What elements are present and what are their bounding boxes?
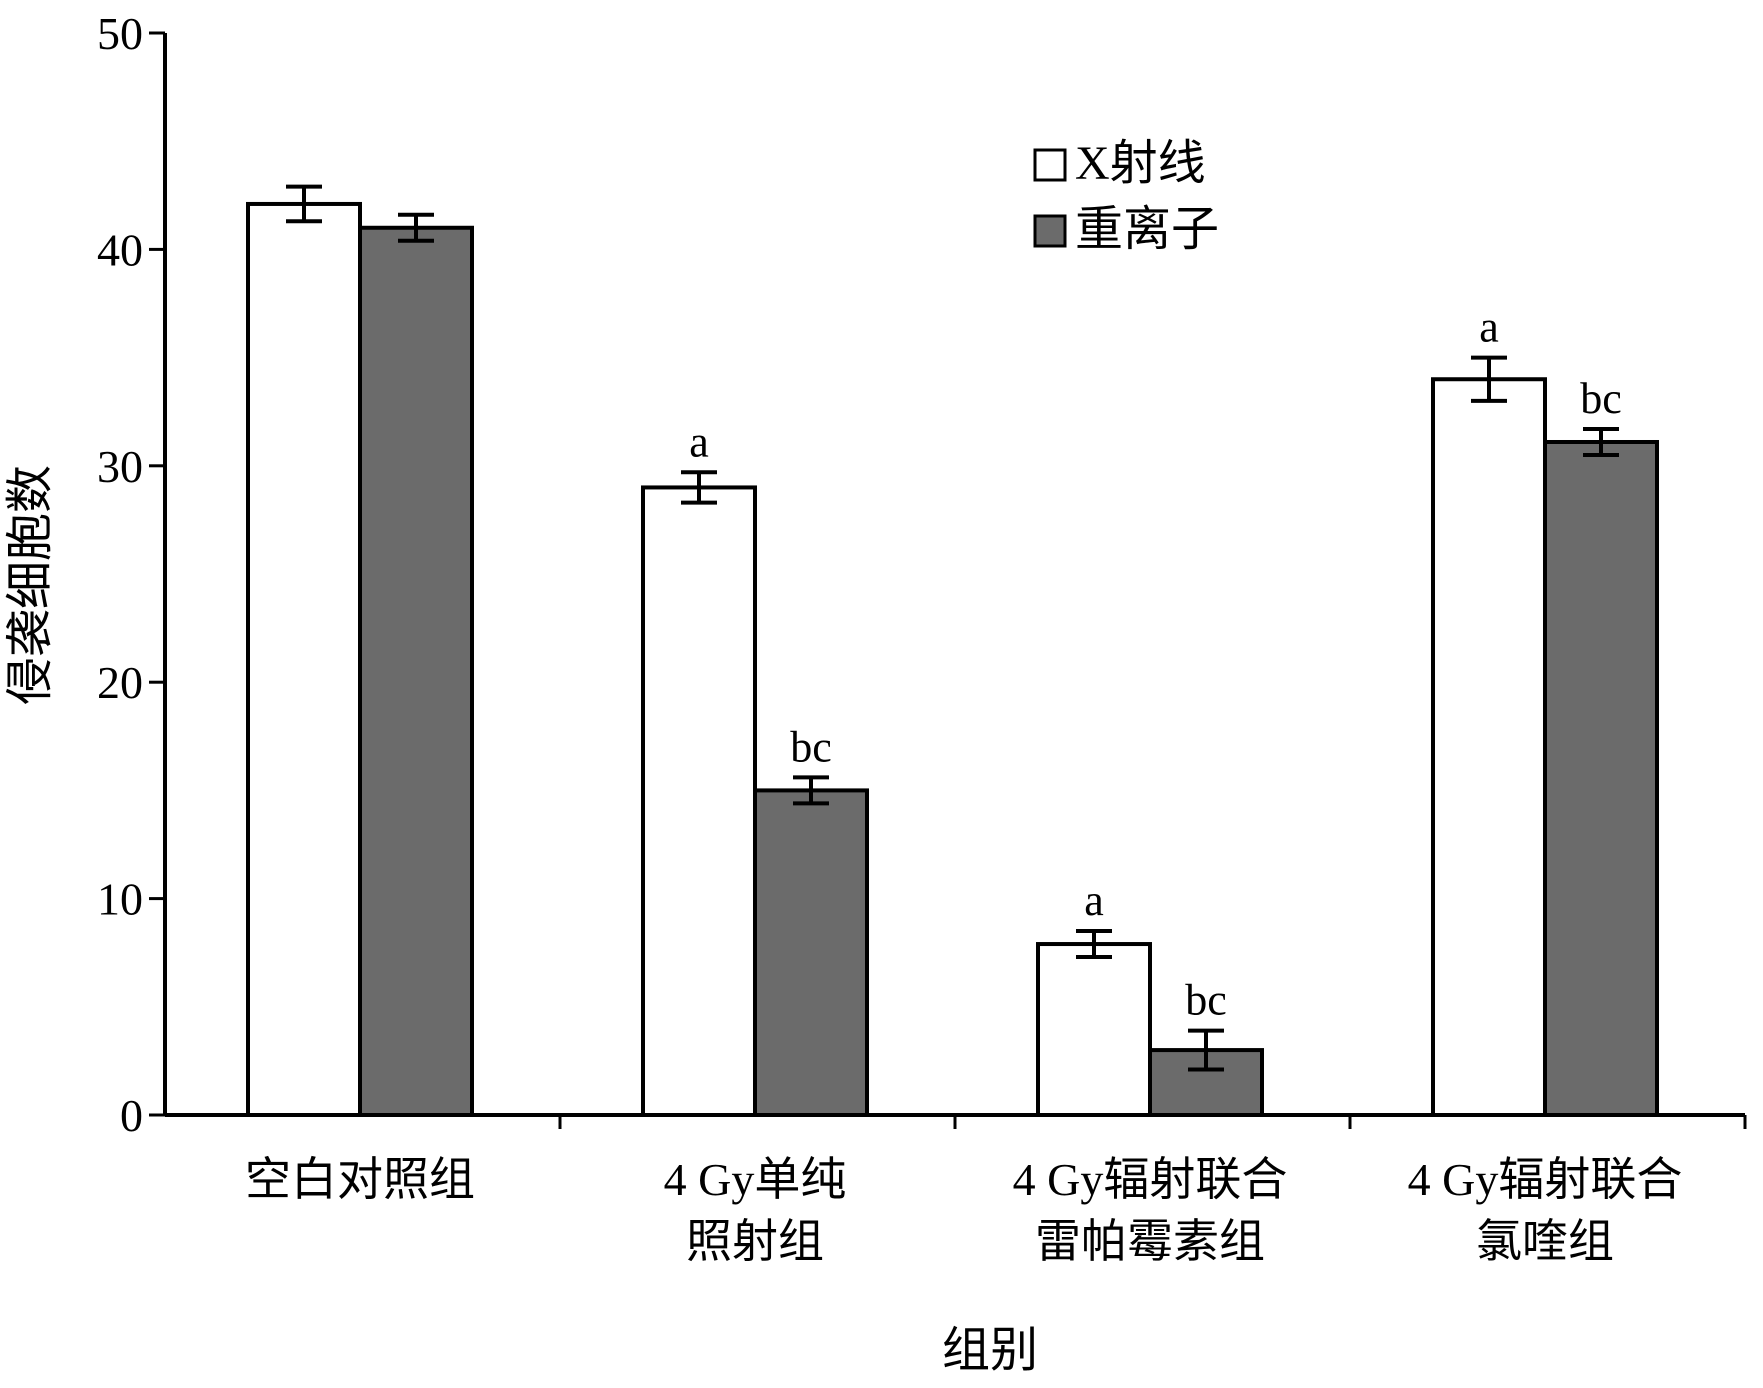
x-axis-title: 组别 [942, 1324, 1038, 1377]
legend-swatch [1033, 148, 1067, 182]
significance-labels-layer: a bc a bc a bc [689, 303, 1622, 1025]
y-tick-label: 20 [97, 657, 143, 708]
significance-label: a [1084, 876, 1104, 925]
category-label: 4 Gy辐射联合氯喹组 [1408, 1154, 1683, 1267]
significance-label: a [689, 417, 709, 466]
y-tick-label: 40 [97, 224, 143, 275]
significance-label: bc [1580, 374, 1622, 423]
legend-label: 重离子 [1075, 203, 1219, 256]
significance-label: a [1479, 303, 1499, 352]
bar [641, 485, 757, 1117]
category-labels-layer: 空白对照组 4 Gy单纯照射组 4 Gy辐射联合雷帕霉素组 4 Gy辐射联合氯喹组 [245, 1154, 1682, 1267]
bar [1036, 942, 1152, 1117]
axes-layer [149, 31, 1747, 1129]
y-axis-title: 侵袭细胞数 [4, 465, 57, 705]
category-label: 4 Gy单纯照射组 [664, 1154, 847, 1267]
bar [358, 225, 474, 1117]
bar [1431, 377, 1547, 1117]
bars-layer [246, 201, 1659, 1118]
y-tick-label: 0 [120, 1090, 143, 1141]
y-tick-label: 30 [97, 441, 143, 492]
y-tick-label: 10 [97, 874, 143, 925]
legend-label: X射线 [1075, 137, 1206, 190]
significance-label: bc [790, 722, 832, 771]
bar [1543, 439, 1659, 1118]
category-label: 4 Gy辐射联合雷帕霉素组 [1013, 1154, 1288, 1267]
category-label: 空白对照组 [245, 1154, 475, 1205]
legend-swatch [1033, 214, 1067, 248]
y-tick-label: 50 [97, 8, 143, 59]
tick-labels-layer: 0 10 20 30 40 50 [97, 8, 143, 1141]
significance-label: bc [1185, 976, 1227, 1025]
bar [246, 201, 362, 1117]
bar [753, 788, 869, 1118]
error-bars-layer [286, 184, 1619, 1072]
